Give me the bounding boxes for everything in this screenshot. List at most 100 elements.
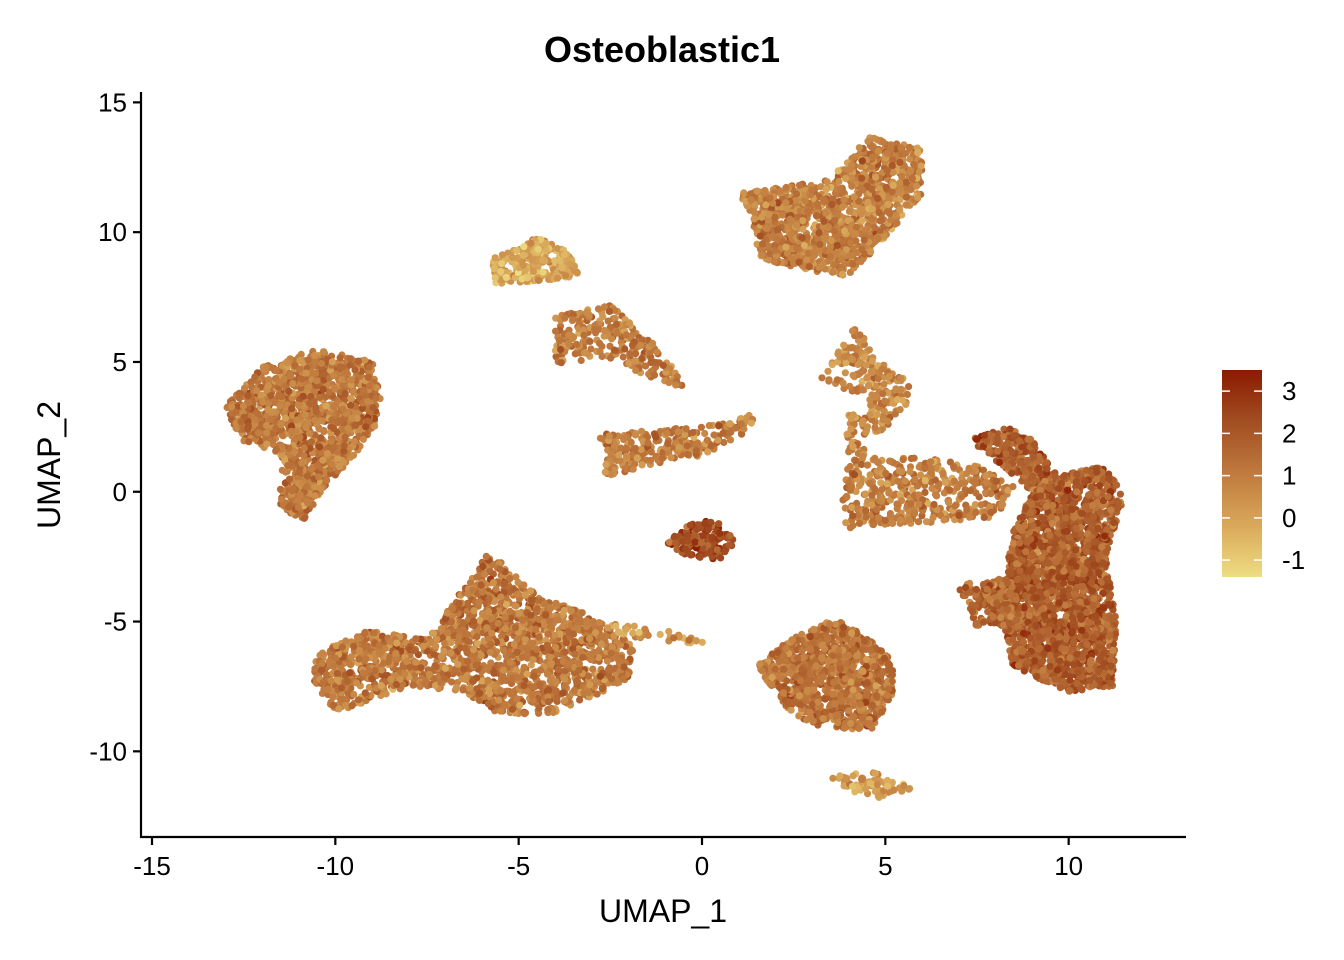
data-point — [577, 356, 585, 365]
data-point — [758, 240, 767, 248]
data-point — [529, 267, 537, 276]
data-point — [613, 329, 621, 337]
data-point — [344, 677, 352, 685]
data-point — [905, 143, 914, 151]
data-point — [803, 256, 811, 264]
data-point — [481, 570, 489, 579]
data-point — [278, 393, 286, 401]
data-point — [615, 656, 623, 664]
data-point — [771, 246, 779, 255]
data-point — [296, 491, 304, 499]
data-point — [547, 604, 555, 612]
data-point — [311, 351, 319, 359]
data-point — [607, 354, 615, 362]
data-point — [830, 227, 838, 235]
data-point — [561, 697, 569, 705]
data-point — [691, 538, 699, 546]
data-point — [611, 441, 619, 449]
data-point — [542, 240, 550, 248]
data-point — [552, 643, 560, 652]
data-point — [461, 644, 469, 652]
data-point — [658, 454, 666, 463]
data-point — [845, 207, 854, 215]
data-point — [562, 271, 570, 279]
data-point — [293, 416, 301, 424]
data-point — [651, 358, 659, 367]
data-point — [707, 442, 715, 450]
data-point — [303, 472, 312, 480]
data-point — [351, 366, 359, 374]
data-point — [875, 209, 883, 217]
data-point — [795, 258, 803, 266]
data-point — [319, 385, 327, 393]
data-point — [335, 462, 343, 471]
data-point — [687, 551, 695, 559]
data-point — [347, 376, 355, 384]
data-point — [838, 255, 846, 263]
data-point — [774, 226, 782, 234]
data-point — [291, 448, 299, 456]
data-point — [858, 186, 867, 194]
data-point — [715, 520, 723, 528]
data-point — [586, 681, 594, 689]
data-point — [607, 451, 615, 459]
data-point — [605, 432, 613, 440]
data-point — [265, 376, 273, 384]
data-point — [300, 514, 308, 522]
data-point — [341, 433, 349, 441]
data-point — [631, 444, 640, 452]
scatter-points — [223, 134, 1125, 802]
data-point — [792, 190, 801, 198]
data-point — [346, 401, 355, 409]
data-point — [759, 251, 767, 259]
data-point — [497, 260, 506, 268]
data-point — [328, 460, 336, 469]
data-point — [477, 651, 485, 659]
data-point — [622, 331, 630, 339]
data-point — [852, 237, 860, 245]
data-point — [322, 402, 330, 410]
data-point — [753, 187, 761, 195]
data-point — [667, 454, 675, 462]
data-point — [302, 423, 310, 431]
data-point — [301, 411, 309, 419]
data-point — [372, 394, 380, 402]
data-point — [317, 359, 326, 368]
data-point — [264, 382, 272, 390]
data-point — [336, 417, 344, 425]
data-point — [365, 382, 374, 390]
data-point — [629, 465, 637, 473]
data-point — [697, 539, 706, 547]
data-point — [296, 356, 304, 365]
data-point — [251, 416, 259, 424]
data-point — [284, 461, 292, 470]
data-point — [508, 705, 516, 713]
data-point — [816, 240, 824, 249]
data-point — [867, 248, 875, 256]
data-point — [303, 483, 311, 491]
data-point — [294, 401, 303, 409]
data-point — [263, 429, 271, 437]
data-point — [513, 247, 521, 255]
data-point — [310, 397, 318, 405]
data-point — [544, 630, 553, 638]
data-point — [441, 639, 449, 648]
data-point — [316, 443, 324, 451]
data-point — [803, 207, 812, 215]
data-point — [299, 392, 307, 400]
data-point — [822, 209, 830, 217]
data-point — [530, 683, 538, 691]
data-point — [858, 217, 866, 225]
data-point — [863, 225, 871, 233]
data-point — [295, 365, 304, 373]
data-point — [339, 405, 347, 413]
data-point — [329, 424, 337, 432]
data-point — [319, 456, 327, 464]
data-point — [831, 216, 839, 224]
data-point — [860, 236, 868, 244]
data-point — [725, 541, 733, 549]
data-point — [586, 337, 594, 345]
data-point — [737, 420, 745, 428]
data-point — [364, 397, 372, 406]
data-point — [285, 387, 293, 395]
